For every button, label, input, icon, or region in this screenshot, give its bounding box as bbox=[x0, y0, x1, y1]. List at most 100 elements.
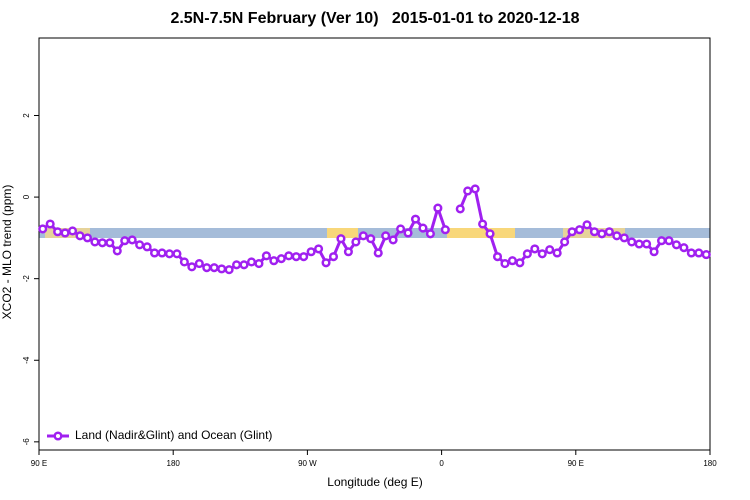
data-point bbox=[507, 256, 517, 266]
land-band bbox=[447, 228, 515, 238]
data-point bbox=[60, 228, 70, 238]
data-point bbox=[246, 257, 257, 267]
data-point bbox=[306, 247, 316, 257]
data-point bbox=[656, 236, 667, 246]
plot-frame bbox=[38, 37, 711, 451]
y-tick-label: -2 bbox=[22, 275, 31, 283]
y-tick-label: 0 bbox=[22, 194, 31, 199]
data-point bbox=[701, 250, 711, 260]
y-axis-label: XCO2 - MLO trend (ppm) bbox=[0, 185, 14, 320]
ocean-band bbox=[39, 228, 710, 238]
data-point bbox=[112, 246, 122, 256]
data-point bbox=[455, 204, 465, 214]
data-point bbox=[649, 247, 659, 257]
data-point bbox=[478, 219, 488, 229]
data-point bbox=[120, 236, 130, 246]
x-tick-label: 90 W bbox=[298, 459, 317, 468]
data-point bbox=[560, 237, 570, 247]
data-point bbox=[500, 259, 510, 269]
data-point bbox=[105, 238, 115, 248]
data-point bbox=[679, 243, 689, 253]
data-point bbox=[53, 227, 63, 237]
data-point bbox=[314, 244, 324, 254]
data-point bbox=[537, 249, 547, 259]
data-point bbox=[425, 229, 435, 239]
data-point bbox=[202, 263, 212, 273]
data-point bbox=[336, 234, 346, 244]
data-point bbox=[358, 231, 368, 241]
data-point bbox=[433, 203, 443, 213]
data-point bbox=[612, 231, 622, 241]
data-point bbox=[97, 238, 107, 248]
data-point bbox=[75, 231, 85, 241]
x-tick-label: 180 bbox=[167, 459, 181, 468]
data-point bbox=[492, 252, 503, 262]
data-point bbox=[634, 239, 644, 249]
data-point bbox=[604, 227, 614, 237]
data-point bbox=[187, 262, 197, 272]
data-point bbox=[38, 224, 48, 234]
data-point bbox=[68, 226, 78, 236]
data-point bbox=[522, 249, 532, 259]
data-point bbox=[567, 227, 577, 237]
land-band bbox=[327, 228, 358, 238]
legend-label: Land (Nadir&Glint) and Ocean (Glint) bbox=[75, 428, 272, 442]
data-point bbox=[82, 233, 93, 243]
data-point bbox=[284, 251, 294, 261]
y-tick-label: 2 bbox=[22, 113, 31, 118]
x-tick-label: 90 E bbox=[568, 459, 584, 468]
data-point bbox=[664, 236, 674, 246]
data-point bbox=[552, 248, 562, 258]
x-axis-label: Longitude (deg E) bbox=[327, 475, 422, 489]
data-point bbox=[396, 224, 406, 234]
data-point bbox=[403, 228, 413, 238]
data-point bbox=[291, 252, 301, 262]
data-point bbox=[179, 257, 189, 267]
data-point bbox=[671, 240, 682, 250]
data-point bbox=[686, 248, 696, 258]
data-point bbox=[694, 248, 704, 258]
data-point bbox=[627, 237, 637, 247]
data-point bbox=[328, 252, 339, 262]
chart-title: 2.5N-7.5N February (Ver 10) 2015-01-01 t… bbox=[170, 10, 579, 27]
data-point bbox=[232, 260, 242, 270]
x-tick-label: 90 E bbox=[31, 459, 47, 468]
x-tick-label: 180 bbox=[703, 459, 717, 468]
data-point bbox=[619, 233, 629, 243]
data-point bbox=[127, 235, 137, 245]
data-point bbox=[321, 258, 331, 268]
x-tick-label: 0 bbox=[439, 459, 444, 468]
data-point bbox=[254, 259, 264, 269]
data-point bbox=[440, 225, 450, 235]
data-point bbox=[463, 186, 473, 196]
data-point bbox=[366, 234, 376, 244]
data-point bbox=[209, 263, 219, 273]
data-point bbox=[217, 264, 227, 274]
data-point bbox=[530, 244, 540, 254]
data-point bbox=[388, 235, 398, 245]
data-point bbox=[642, 239, 652, 249]
data-point bbox=[194, 259, 204, 269]
data-point bbox=[597, 229, 607, 239]
data-point bbox=[224, 265, 234, 275]
data-point bbox=[410, 214, 421, 224]
data-point bbox=[470, 184, 480, 194]
data-point bbox=[276, 254, 286, 264]
data-point bbox=[299, 252, 309, 262]
data-point bbox=[269, 256, 279, 266]
data-point bbox=[172, 249, 182, 259]
data-point bbox=[515, 258, 525, 268]
y-tick-label: -4 bbox=[22, 356, 31, 364]
data-point bbox=[343, 247, 353, 257]
y-tick-label: -6 bbox=[22, 438, 31, 446]
data-point bbox=[351, 237, 361, 247]
data-point bbox=[373, 248, 383, 258]
data-point bbox=[45, 219, 55, 229]
data-point bbox=[381, 231, 391, 241]
data-point bbox=[261, 251, 271, 261]
data-point bbox=[90, 237, 100, 247]
data-point bbox=[164, 249, 175, 259]
data-point bbox=[157, 248, 167, 258]
data-point bbox=[135, 240, 145, 250]
